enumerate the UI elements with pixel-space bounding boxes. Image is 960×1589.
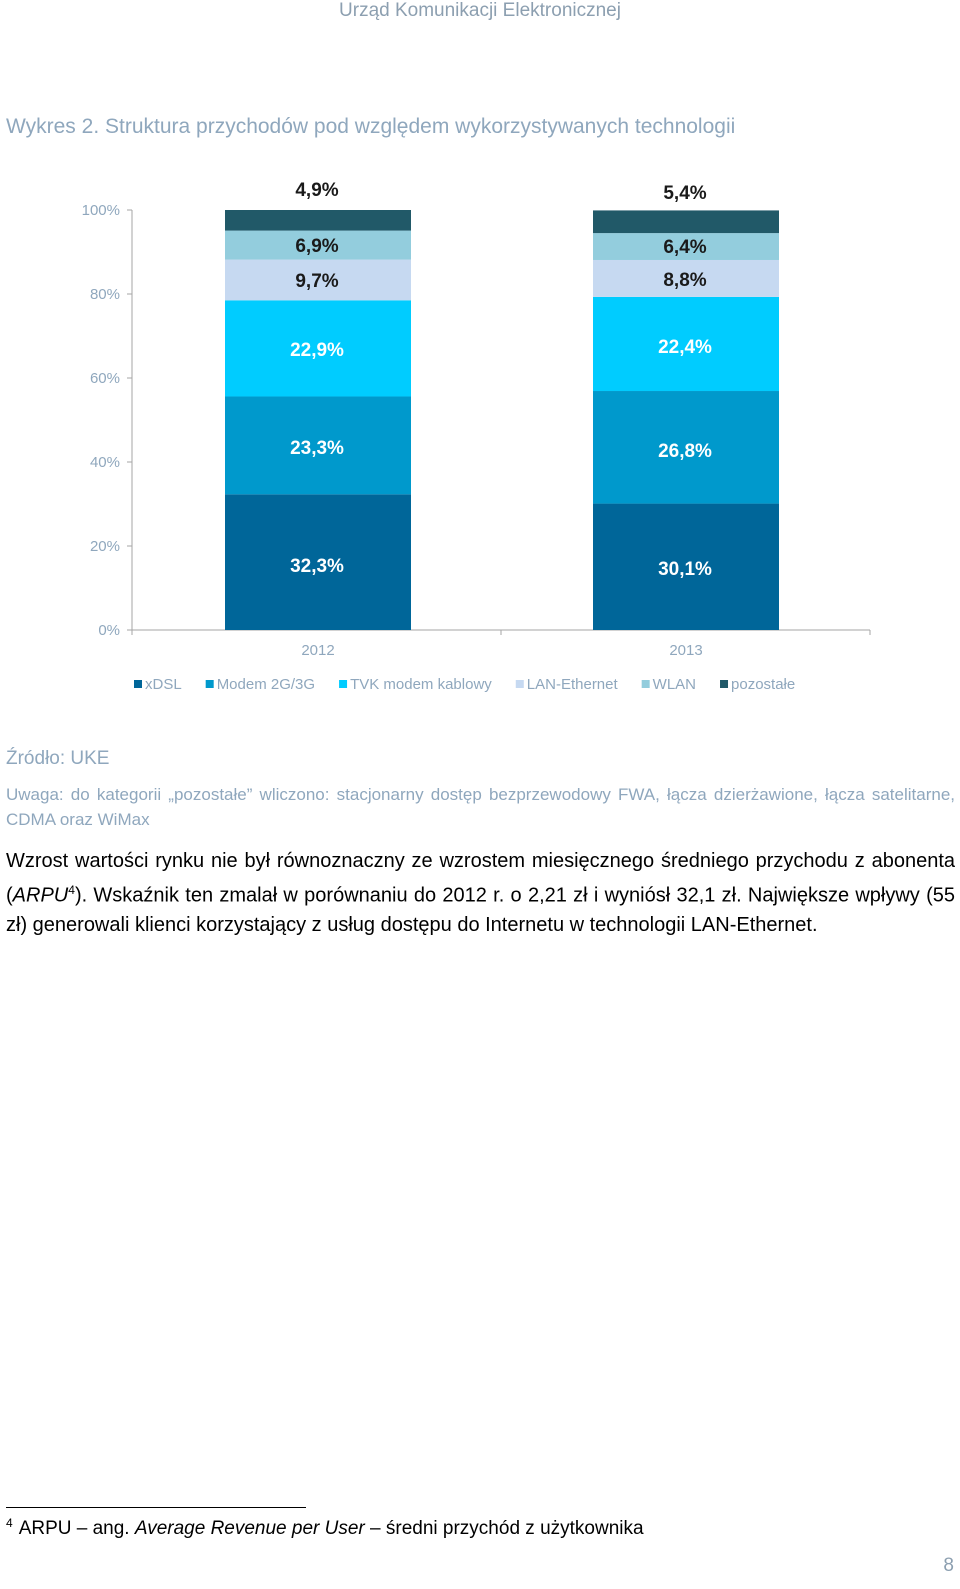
data-label: 26,8%: [658, 441, 712, 462]
footnote-text-2: – średni przychód z użytkownika: [364, 1518, 644, 1539]
bar-segment: [593, 296, 779, 392]
data-label: 22,9%: [290, 340, 344, 361]
data-label: 6,9%: [295, 236, 338, 257]
x-tick-label: 2013: [669, 642, 702, 659]
footnote-ref[interactable]: 4: [68, 883, 75, 897]
paragraph-text-1: Wzrost wartości rynku nie był równoznacz…: [6, 850, 955, 907]
source-note: Źródło: UKE: [6, 748, 110, 769]
bar-segment: [225, 210, 411, 231]
y-tick-label: 40%: [90, 454, 120, 471]
data-label: 8,8%: [663, 270, 706, 291]
paragraph-text-2: ). Wskaźnik ten zmalał w porównaniu do 2…: [6, 884, 955, 936]
data-label: 30,1%: [658, 559, 712, 580]
bar-segment: [225, 230, 411, 260]
bar-segment: [593, 503, 779, 630]
legend-label: Modem 2G/3G: [217, 676, 315, 693]
data-label: 22,4%: [658, 337, 712, 358]
footnote: 4 ARPU – ang. Average Revenue per User – …: [6, 1516, 644, 1540]
legend-swatch: [641, 680, 650, 688]
legend-label: WLAN: [653, 676, 696, 693]
bar-segment: [593, 259, 779, 297]
data-label: 32,3%: [290, 556, 344, 577]
data-label: 4,9%: [295, 180, 338, 201]
bar-segment: [225, 396, 411, 495]
data-label: 5,4%: [663, 183, 706, 204]
arpu-term: ARPU: [12, 884, 69, 907]
footnote-divider: [6, 1507, 306, 1508]
category-note: Uwaga: do kategorii „pozostałe” wliczono…: [6, 785, 955, 829]
legend-label: pozostałe: [731, 676, 795, 693]
x-tick-label: 2012: [301, 642, 334, 659]
legend-label: LAN-Ethernet: [527, 676, 619, 693]
legend-swatch: [720, 680, 729, 688]
legend-swatch: [134, 680, 142, 688]
legend-swatch: [339, 680, 348, 688]
page-header: Urząd Komunikacji Elektronicznej: [339, 0, 621, 21]
footnote-text-1: ARPU – ang.: [18, 1518, 135, 1539]
y-tick-label: 100%: [82, 202, 120, 219]
y-tick-label: 60%: [90, 370, 120, 387]
bar-segment: [593, 391, 779, 504]
data-label: 6,4%: [663, 237, 706, 258]
data-label: 9,7%: [295, 271, 338, 292]
bar-segment: [225, 494, 411, 630]
chart-svg: 0% 20% 40% 60% 80% 100% 2012 2013 32,3% 23,3% 22,9…: [82, 180, 871, 693]
bar-segment: [593, 210, 779, 234]
legend-label: xDSL: [145, 676, 182, 693]
legend-label: TVK modem kablowy: [350, 676, 492, 693]
y-tick-label: 20%: [90, 538, 120, 555]
legend-swatch: [515, 680, 524, 688]
bar-segment: [593, 233, 779, 260]
stacked-bar-chart: 0% 20% 40% 60% 80% 100% 2012 2013 32,3% 23,3% 22,9…: [0, 170, 960, 730]
page-number: 8: [943, 1555, 954, 1576]
footnote-italic: Average Revenue per User: [134, 1518, 365, 1539]
y-tick-label: 80%: [90, 286, 120, 303]
figure-title: Wykres 2. Struktura przychodów pod wzglę…: [6, 115, 736, 138]
legend-swatch: [205, 680, 214, 688]
y-tick-label: 0%: [98, 622, 120, 639]
data-label: 23,3%: [290, 438, 344, 459]
body-paragraph: Wzrost wartości rynku nie był równoznacz…: [6, 847, 955, 940]
bar-segment: [225, 259, 411, 301]
bar-segment: [225, 300, 411, 397]
footnote-number: 4: [6, 1516, 13, 1530]
